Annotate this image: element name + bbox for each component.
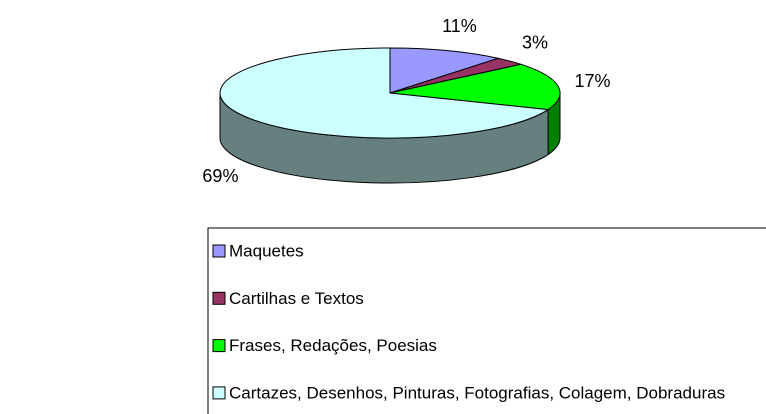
legend-box — [207, 227, 766, 414]
legend-swatch — [212, 291, 226, 305]
legend-label: Frases, Redações, Poesias — [229, 336, 437, 355]
legend-swatch — [212, 386, 226, 400]
data-label: 69% — [202, 166, 238, 186]
slice — [389, 47, 501, 94]
legend-label: Cartazes, Desenhos, Pinturas, Fotografia… — [229, 383, 725, 402]
legend-label: Maquetes — [229, 241, 304, 260]
data-label: 17% — [574, 71, 610, 91]
slice — [389, 63, 561, 111]
legend-swatch — [212, 244, 226, 258]
legend-label: Cartilhas e Textos — [229, 289, 364, 308]
data-label: 3% — [522, 32, 548, 52]
legend-swatch — [212, 339, 226, 353]
data-label: 11% — [442, 16, 477, 36]
slice — [219, 47, 550, 139]
